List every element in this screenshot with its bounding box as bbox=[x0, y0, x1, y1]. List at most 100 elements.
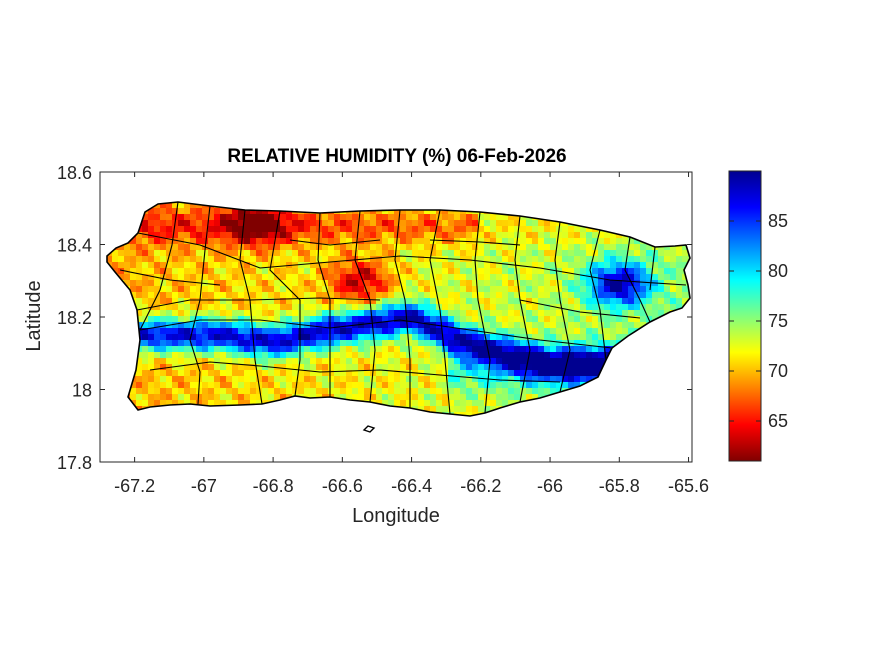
field-cell bbox=[244, 376, 251, 383]
field-cell bbox=[568, 244, 575, 251]
field-cell bbox=[508, 214, 515, 221]
field-cell bbox=[376, 250, 383, 257]
field-cell bbox=[424, 292, 431, 299]
field-cell bbox=[268, 226, 275, 233]
field-cell bbox=[544, 262, 551, 269]
field-cell bbox=[244, 334, 251, 341]
field-cell bbox=[562, 262, 569, 269]
field-cell bbox=[226, 322, 233, 329]
field-cell bbox=[220, 346, 227, 353]
field-cell bbox=[388, 286, 395, 293]
field-cell bbox=[550, 298, 557, 305]
field-cell bbox=[154, 316, 161, 323]
field-cell bbox=[196, 214, 203, 221]
field-cell bbox=[610, 232, 617, 239]
field-cell bbox=[484, 298, 491, 305]
field-cell bbox=[442, 400, 449, 407]
field-cell bbox=[514, 298, 521, 305]
field-cell bbox=[670, 250, 677, 257]
field-cell bbox=[118, 274, 125, 281]
field-cell bbox=[544, 376, 551, 383]
field-cell bbox=[382, 358, 389, 365]
field-cell bbox=[646, 256, 653, 263]
field-cell bbox=[436, 298, 443, 305]
field-cell bbox=[640, 322, 647, 329]
field-cell bbox=[256, 238, 263, 245]
field-cell bbox=[352, 358, 359, 365]
field-cell bbox=[376, 244, 383, 251]
field-cell bbox=[400, 244, 407, 251]
field-cell bbox=[190, 352, 197, 359]
field-cell bbox=[400, 250, 407, 257]
field-cell bbox=[376, 304, 383, 311]
field-cell bbox=[484, 364, 491, 371]
field-cell bbox=[358, 268, 365, 275]
field-cell bbox=[382, 268, 389, 275]
field-cell bbox=[472, 292, 479, 299]
field-cell bbox=[484, 286, 491, 293]
field-cell bbox=[526, 256, 533, 263]
field-cell bbox=[400, 328, 407, 335]
field-cell bbox=[304, 280, 311, 287]
field-cell bbox=[502, 394, 509, 401]
field-cell bbox=[304, 250, 311, 257]
field-cell bbox=[574, 334, 581, 341]
field-cell bbox=[214, 268, 221, 275]
field-cell bbox=[466, 388, 473, 395]
field-cell bbox=[418, 268, 425, 275]
field-cell bbox=[568, 352, 575, 359]
field-cell bbox=[610, 298, 617, 305]
field-cell bbox=[256, 244, 263, 251]
field-cell bbox=[544, 280, 551, 287]
field-cell bbox=[208, 316, 215, 323]
field-cell bbox=[292, 304, 299, 311]
field-cell bbox=[364, 334, 371, 341]
field-cell bbox=[334, 262, 341, 269]
field-cell bbox=[418, 394, 425, 401]
field-cell bbox=[364, 328, 371, 335]
field-cell bbox=[562, 316, 569, 323]
field-cell bbox=[244, 340, 251, 347]
field-cell bbox=[424, 400, 431, 407]
field-cell bbox=[304, 292, 311, 299]
field-cell bbox=[400, 370, 407, 377]
field-cell bbox=[274, 334, 281, 341]
field-cell bbox=[334, 304, 341, 311]
field-cell bbox=[520, 328, 527, 335]
field-cell bbox=[670, 304, 677, 311]
field-cell bbox=[490, 406, 497, 413]
field-cell bbox=[124, 280, 131, 287]
field-cell bbox=[538, 262, 545, 269]
field-cell bbox=[466, 394, 473, 401]
field-cell bbox=[256, 316, 263, 323]
field-cell bbox=[334, 214, 341, 221]
field-cell bbox=[130, 388, 137, 395]
field-cell bbox=[448, 364, 455, 371]
field-cell bbox=[142, 388, 149, 395]
field-cell bbox=[622, 244, 629, 251]
field-cell bbox=[484, 340, 491, 347]
field-cell bbox=[610, 304, 617, 311]
field-cell bbox=[262, 334, 269, 341]
field-cell bbox=[406, 208, 413, 215]
field-cell bbox=[250, 394, 257, 401]
field-cell bbox=[412, 328, 419, 335]
field-cell bbox=[196, 262, 203, 269]
field-cell bbox=[154, 376, 161, 383]
field-cell bbox=[436, 268, 443, 275]
field-cell bbox=[478, 364, 485, 371]
field-cell bbox=[214, 334, 221, 341]
field-cell bbox=[454, 322, 461, 329]
field-cell bbox=[148, 322, 155, 329]
field-cell bbox=[316, 352, 323, 359]
field-cell bbox=[442, 334, 449, 341]
field-cell bbox=[370, 346, 377, 353]
field-cell bbox=[358, 340, 365, 347]
field-cell bbox=[676, 268, 683, 275]
field-cell bbox=[472, 268, 479, 275]
field-cell bbox=[508, 388, 515, 395]
field-cell bbox=[472, 322, 479, 329]
field-cell bbox=[448, 268, 455, 275]
field-cell bbox=[364, 268, 371, 275]
